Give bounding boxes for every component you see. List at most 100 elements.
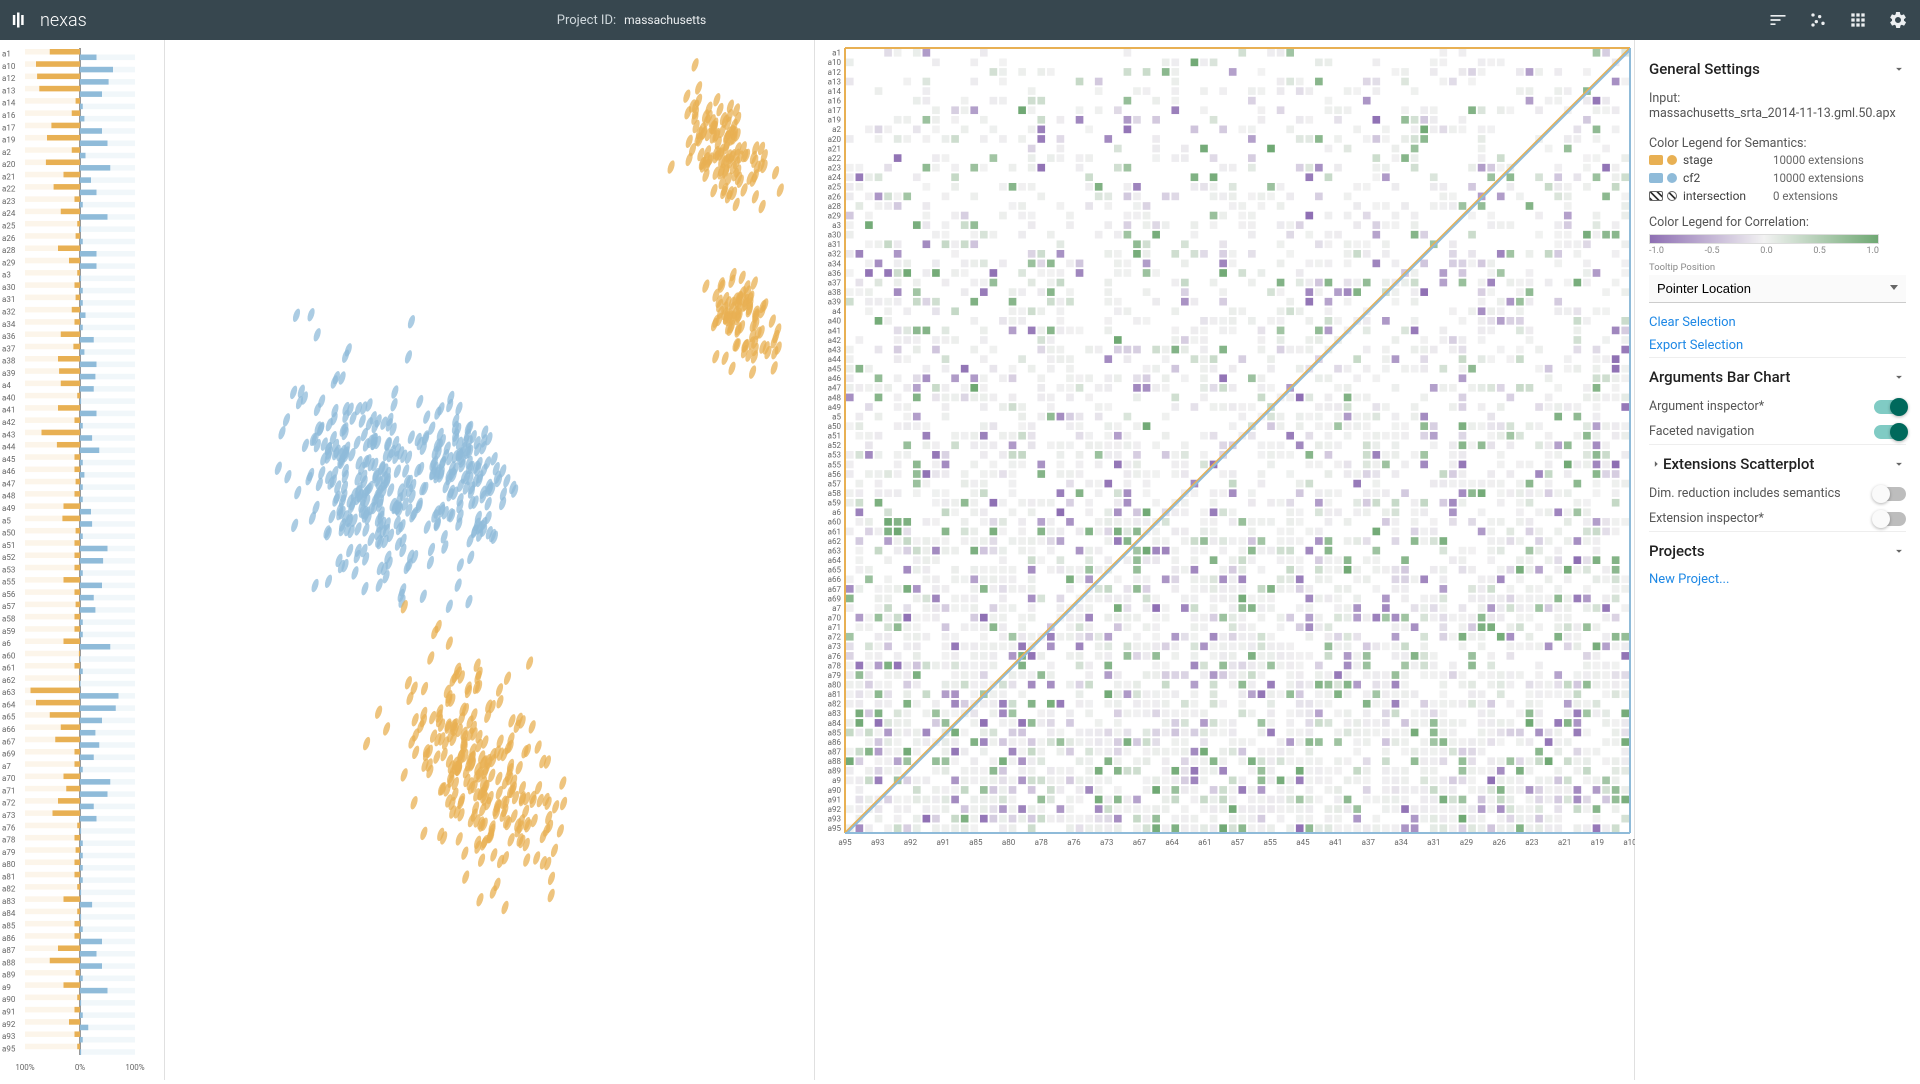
grid-icon[interactable] <box>1848 10 1868 30</box>
settings-panel: General Settings Input: massachusetts_sr… <box>1635 40 1920 1080</box>
svg-text:a76: a76 <box>2 823 16 832</box>
svg-text:a20: a20 <box>828 135 842 144</box>
svg-text:a25: a25 <box>828 183 842 192</box>
svg-text:a84: a84 <box>828 719 842 728</box>
svg-text:a37: a37 <box>828 278 842 287</box>
svg-text:a16: a16 <box>2 111 16 120</box>
svg-text:a14: a14 <box>2 99 16 108</box>
general-settings-header[interactable]: General Settings <box>1649 50 1906 86</box>
svg-text:a91: a91 <box>828 795 841 804</box>
arguments-bar-chart-header[interactable]: Arguments Bar Chart <box>1649 357 1906 394</box>
argument-inspector-label: Argument inspector* <box>1649 399 1764 414</box>
extensions-scatterplot-panel[interactable] <box>165 40 815 1080</box>
svg-text:a70: a70 <box>2 774 16 783</box>
extension-inspector-label: Extension inspector* <box>1649 511 1764 526</box>
svg-text:a22: a22 <box>2 185 16 194</box>
svg-text:a72: a72 <box>828 633 842 642</box>
sort-icon[interactable] <box>1768 10 1788 30</box>
svg-text:a80: a80 <box>828 680 842 689</box>
svg-text:a24: a24 <box>2 209 16 218</box>
svg-text:a92: a92 <box>904 838 918 847</box>
svg-text:a43: a43 <box>828 345 841 354</box>
svg-text:a29: a29 <box>2 258 15 267</box>
topbar-actions <box>1768 10 1908 30</box>
new-project-link[interactable]: New Project... <box>1649 568 1906 591</box>
dim-reduction-toggle[interactable] <box>1874 487 1906 501</box>
svg-text:0%: 0% <box>75 1063 85 1072</box>
svg-text:a41: a41 <box>1329 838 1342 847</box>
input-value: massachusetts_srta_2014-11-13.gml.50.apx <box>1649 106 1896 121</box>
svg-text:a39: a39 <box>2 369 15 378</box>
svg-text:a59: a59 <box>2 627 15 636</box>
svg-text:a91: a91 <box>936 838 949 847</box>
svg-text:a44: a44 <box>2 443 16 452</box>
svg-text:a80: a80 <box>1002 838 1016 847</box>
extension-inspector-toggle[interactable] <box>1874 512 1906 526</box>
svg-text:a5: a5 <box>2 516 11 525</box>
svg-text:a81: a81 <box>828 690 841 699</box>
svg-text:a30: a30 <box>828 231 842 240</box>
svg-text:a63: a63 <box>828 546 841 555</box>
svg-text:a21: a21 <box>828 144 841 153</box>
chevron-down-icon <box>1892 370 1906 384</box>
legend-item: stage10000 extensions <box>1649 151 1906 169</box>
svg-text:a55: a55 <box>828 460 842 469</box>
svg-text:a42: a42 <box>2 418 16 427</box>
argument-inspector-toggle[interactable] <box>1874 400 1906 414</box>
svg-text:a38: a38 <box>828 288 842 297</box>
gear-icon[interactable] <box>1888 10 1908 30</box>
export-selection-link[interactable]: Export Selection <box>1649 334 1906 357</box>
svg-text:a78: a78 <box>2 836 16 845</box>
extensions-scatterplot-header[interactable]: Extensions Scatterplot <box>1649 444 1906 481</box>
svg-text:a95: a95 <box>2 1044 16 1053</box>
svg-text:a41: a41 <box>2 406 15 415</box>
svg-text:a57: a57 <box>1231 838 1245 847</box>
svg-text:a26: a26 <box>828 192 842 201</box>
svg-text:a47: a47 <box>2 479 16 488</box>
svg-text:a7: a7 <box>832 604 841 613</box>
svg-text:a16: a16 <box>828 97 842 106</box>
svg-text:a69: a69 <box>2 750 15 759</box>
app-name: nexas <box>40 10 87 31</box>
svg-text:a83: a83 <box>2 897 15 906</box>
tooltip-position-label: Tooltip Position <box>1649 262 1906 273</box>
svg-text:a85: a85 <box>969 838 983 847</box>
svg-text:a43: a43 <box>2 430 15 439</box>
svg-text:a57: a57 <box>2 602 16 611</box>
svg-text:a86: a86 <box>828 738 842 747</box>
clear-selection-link[interactable]: Clear Selection <box>1649 311 1906 334</box>
scatter-icon[interactable] <box>1808 10 1828 30</box>
faceted-navigation-toggle[interactable] <box>1874 425 1906 439</box>
svg-text:a56: a56 <box>828 470 842 479</box>
svg-text:a73: a73 <box>1100 838 1113 847</box>
svg-text:a51: a51 <box>2 541 15 550</box>
svg-text:a19: a19 <box>1591 838 1604 847</box>
svg-text:a82: a82 <box>828 700 842 709</box>
svg-text:a52: a52 <box>828 441 842 450</box>
svg-text:a2: a2 <box>832 125 841 134</box>
svg-text:a10: a10 <box>1623 838 1635 847</box>
svg-text:a87: a87 <box>828 748 842 757</box>
svg-text:a34: a34 <box>2 320 16 329</box>
svg-text:a79: a79 <box>828 671 841 680</box>
svg-text:a78: a78 <box>828 661 842 670</box>
tooltip-position-select[interactable]: Pointer Location <box>1649 275 1906 303</box>
svg-text:a89: a89 <box>828 767 841 776</box>
svg-text:a63: a63 <box>2 688 15 697</box>
projects-header[interactable]: Projects <box>1649 531 1906 568</box>
correlation-matrix-panel[interactable]: a1a10a12a13a14a16a17a19a2a20a21a22a23a24… <box>815 40 1635 1080</box>
svg-text:a5: a5 <box>832 412 841 421</box>
svg-text:a41: a41 <box>828 326 841 335</box>
app-logo: nexas <box>12 10 87 31</box>
arguments-bar-chart-panel[interactable]: a1a10a12a13a14a16a17a19a2a20a21a22a23a24… <box>0 40 165 1080</box>
correlation-ticks: -1.0-0.50.00.51.0 <box>1649 246 1879 256</box>
svg-text:100%: 100% <box>125 1063 144 1072</box>
svg-text:a56: a56 <box>2 590 16 599</box>
svg-text:a36: a36 <box>2 332 16 341</box>
svg-text:a31: a31 <box>1427 838 1440 847</box>
svg-text:a76: a76 <box>1067 838 1081 847</box>
svg-text:a31: a31 <box>2 295 15 304</box>
svg-text:a91: a91 <box>2 1007 15 1016</box>
svg-text:a92: a92 <box>828 805 842 814</box>
svg-text:a23: a23 <box>2 197 15 206</box>
